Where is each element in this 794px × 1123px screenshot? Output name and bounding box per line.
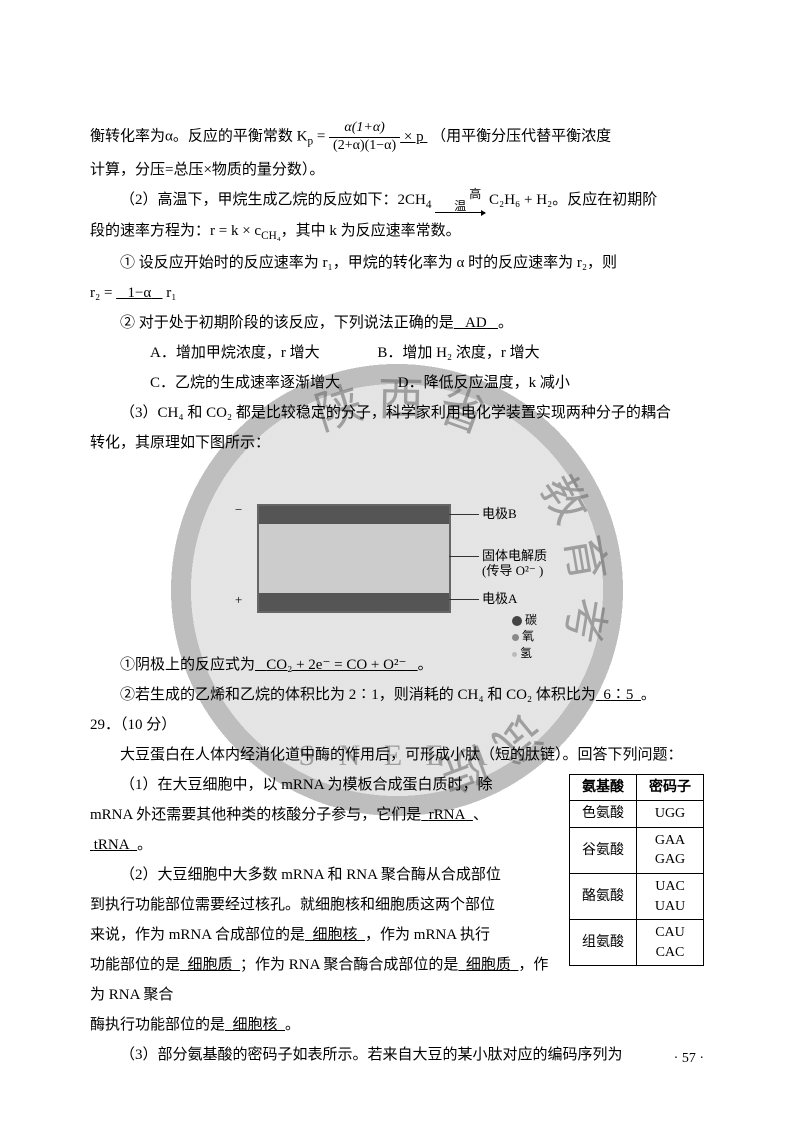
eq-line-1: 衡转化率为α。反应的平衡常数 Kp = α(1+α) (2+α)(1−α) × … — [90, 120, 704, 155]
option-c: C．乙烷的生成速率逐渐增大 — [120, 368, 340, 398]
table-row: 酪氨酸 UACUAU — [570, 873, 704, 919]
option-d: D．降低反应温度，k 减小 — [368, 368, 570, 398]
legend: 碳 氧 氢 — [512, 612, 537, 662]
q3-sub1: ①阴极上的反应式为 CO₂ + 2e⁻ = CO + O²⁻ 。 — [90, 650, 704, 680]
electrochemical-diagram: 电极B 固体电解质 (传导 O²⁻ ) 电极A − + 碳 氧 氢 — [227, 464, 567, 644]
q29-3: （3）部分氨基酸的密码子如表所示。若来自大豆的某小肽对应的编码序列为 — [90, 1040, 704, 1070]
label-electrode-b: 电极B — [482, 506, 517, 522]
electrode-b — [259, 506, 449, 524]
table-row: 氨基酸 密码子 — [570, 774, 704, 801]
q2-sub1: ① 设反应开始时的反应速率为 r₁，甲烷的转化率为 α 时的反应速率为 r₂，则 — [90, 248, 704, 278]
option-b: B．增加 H₂ 浓度，r 增大 — [347, 338, 539, 368]
q2-rate: 段的速率方程为：r = k × cCH₄，其中 k 为反应速率常数。 — [90, 216, 704, 248]
options-row-2: C．乙烷的生成速率逐渐增大 D．降低反应温度，k 减小 — [90, 368, 704, 398]
q2-sub1-ans: r₂ = 1−α r₁ — [90, 278, 704, 308]
q2-intro: （2）高温下，甲烷生成乙烷的反应如下：2CH4 高温 C₂H₆ + H₂。反应在… — [90, 185, 704, 217]
codon-table: 氨基酸 密码子 色氨酸 UGG 谷氨酸 GAAGAG 酪氨酸 UACUAU 组氨… — [569, 774, 704, 967]
table-row: 谷氨酸 GAAGAG — [570, 827, 704, 873]
kp-fraction: α(1+α) (2+α)(1−α) — [329, 120, 400, 155]
document-body: 衡转化率为α。反应的平衡常数 Kp = α(1+α) (2+α)(1−α) × … — [90, 120, 704, 1070]
table-row: 组氨酸 CAUCAC — [570, 920, 704, 966]
table-row: 色氨酸 UGG — [570, 801, 704, 828]
eq-line-2: 计算，分压=总压×物质的量分数）。 — [90, 155, 704, 185]
table-head-aa: 氨基酸 — [570, 774, 637, 801]
label-solid: 固体电解质 (传导 O²⁻ ) — [482, 548, 567, 579]
option-a: A．增加甲烷浓度，r 增大 — [120, 338, 320, 368]
table-head-codon: 密码子 — [637, 774, 704, 801]
q3-line-b: 转化，其原理如下图所示： — [90, 428, 704, 458]
q29-head: 29．（10 分） — [90, 710, 704, 740]
electrode-a — [259, 593, 449, 611]
device-box — [257, 504, 451, 613]
q29-2h: 酶执行功能部位的是 细胞核 。 — [90, 1010, 704, 1040]
label-electrode-a: 电极A — [482, 591, 517, 607]
q2-sub2: ② 对于处于初期阶段的该反应，下列说法正确的是 AD 。 — [90, 308, 704, 338]
q3-sub2: ②若生成的乙烯和乙烷的体积比为 2∶1，则消耗的 CH₄ 和 CO₂ 体积比为 … — [90, 680, 704, 710]
reaction-arrow: 高温 — [435, 188, 485, 213]
options-row-1: A．增加甲烷浓度，r 增大 B．增加 H₂ 浓度，r 增大 — [90, 338, 704, 368]
q3-line-a: （3）CH₄ 和 CO₂ 都是比较稳定的分子，科学家利用电化学装置实现两种分子的… — [90, 398, 704, 428]
q29-intro: 大豆蛋白在人体内经消化道中酶的作用后，可形成小肽（短的肽链）。回答下列问题： — [90, 740, 704, 770]
solid-electrolyte — [259, 524, 449, 593]
